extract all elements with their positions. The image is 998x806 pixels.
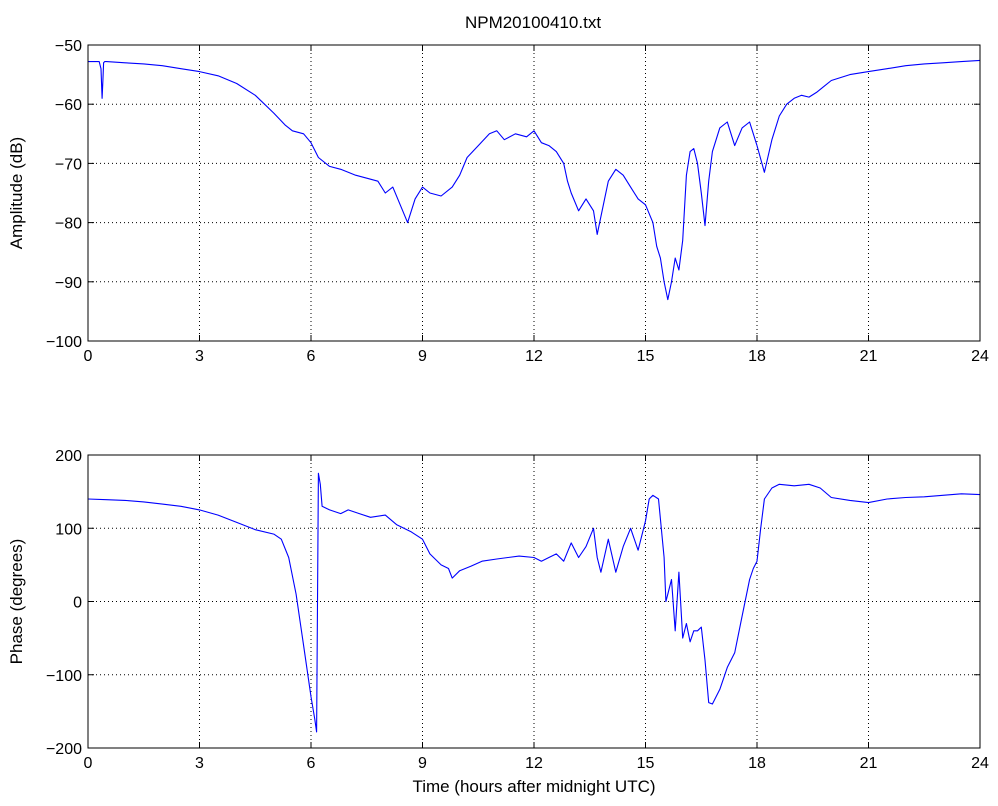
phase-x-tick-label-6: 18 bbox=[748, 755, 766, 772]
phase-grid bbox=[88, 455, 980, 748]
amplitude-x-tick-label-5: 15 bbox=[637, 348, 655, 365]
phase-y-tick-label-3: 100 bbox=[55, 521, 82, 538]
amplitude-panel: 0 3 6 9 12 15 18 21 24 −100 −90 −80 −70 −60 −50 Amplitu… bbox=[7, 38, 989, 365]
amplitude-x-tick-label-1: 3 bbox=[195, 348, 204, 365]
phase-y-tick-label-0: −200 bbox=[46, 741, 82, 758]
amplitude-y-axis-label: Amplitude (dB) bbox=[7, 137, 26, 249]
phase-x-tick-label-5: 15 bbox=[637, 755, 655, 772]
phase-x-tick-label-1: 3 bbox=[195, 755, 204, 772]
phase-x-tick-label-0: 0 bbox=[84, 755, 93, 772]
phase-y-axis-label: Phase (degrees) bbox=[7, 539, 26, 665]
amplitude-x-tick-label-2: 6 bbox=[307, 348, 316, 365]
amplitude-y-tick-label-0: −100 bbox=[46, 334, 82, 351]
figure-title: NPM20100410.txt bbox=[465, 13, 601, 32]
amplitude-y-tick-label-3: −70 bbox=[55, 156, 82, 173]
phase-y-tick-label-1: −100 bbox=[46, 668, 82, 685]
amplitude-x-tick-label-7: 21 bbox=[860, 348, 878, 365]
phase-x-axis-label: Time (hours after midnight UTC) bbox=[412, 777, 655, 796]
phase-series-line-0 bbox=[87, 472, 981, 733]
phase-x-tick-label-3: 9 bbox=[418, 755, 427, 772]
amplitude-x-tick-label-0: 0 bbox=[84, 348, 93, 365]
amplitude-y-tick-label-4: −60 bbox=[55, 97, 82, 114]
amplitude-y-tick-label-1: −90 bbox=[55, 275, 82, 292]
amplitude-y-tick-label-2: −80 bbox=[55, 216, 82, 233]
phase-x-tick-label-7: 21 bbox=[860, 755, 878, 772]
phase-y-tick-label-4: 200 bbox=[55, 448, 82, 465]
phase-x-tick-label-4: 12 bbox=[525, 755, 543, 772]
amplitude-x-tick-label-3: 9 bbox=[418, 348, 427, 365]
amplitude-x-tick-label-8: 24 bbox=[971, 348, 989, 365]
phase-x-tick-label-8: 24 bbox=[971, 755, 989, 772]
amplitude-y-tick-label-5: −50 bbox=[55, 38, 82, 55]
phase-y-tick-label-2: 0 bbox=[73, 595, 82, 612]
amplitude-x-tick-label-6: 18 bbox=[748, 348, 766, 365]
phase-x-tick-label-2: 6 bbox=[307, 755, 316, 772]
amplitude-x-tick-label-4: 12 bbox=[525, 348, 543, 365]
amplitude-series-line-0 bbox=[88, 59, 981, 301]
amplitude-grid bbox=[88, 45, 980, 341]
phase-panel: 0 3 6 9 12 15 18 21 24 −200 −100 0 100 200 Phase (degr… bbox=[7, 448, 989, 796]
